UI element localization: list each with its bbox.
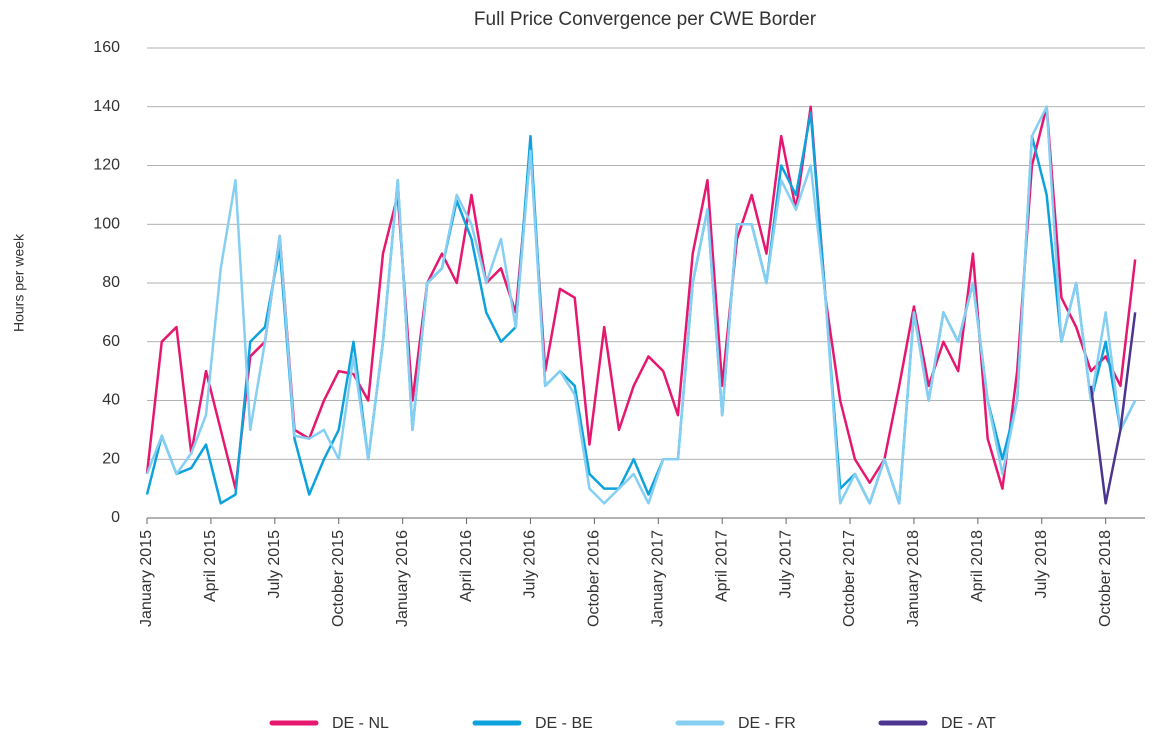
x-tick-label: January 2016 [394,530,411,627]
series-line [1089,312,1137,505]
x-tick-label: October 2018 [1097,530,1114,627]
legend-label: DE - BE [535,715,593,732]
x-tick-label: July 2016 [522,530,539,599]
y-tick-label: 120 [93,157,120,174]
legend-label: DE - FR [738,715,796,732]
series-line [145,111,1137,505]
x-tick-label: October 2017 [841,530,858,627]
legend-label: DE - NL [332,715,389,732]
y-tick-label: 40 [102,392,120,409]
x-tick-label: January 2015 [138,530,155,627]
y-tick-label: 60 [102,333,120,350]
y-tick-label: 0 [111,509,120,526]
y-tick-label: 140 [93,98,120,115]
series-line [145,105,1137,505]
x-tick-label: July 2018 [1033,530,1050,599]
x-tick-label: July 2017 [777,530,794,599]
x-tick-label: January 2017 [650,530,667,627]
x-tick-label: October 2016 [586,530,603,627]
x-tick-label: July 2015 [266,530,283,599]
y-tick-label: 160 [93,39,120,56]
x-tick-label: April 2018 [969,530,986,602]
y-tick-label: 20 [102,450,120,467]
x-tick-label: April 2016 [458,530,475,602]
legend-label: DE - AT [941,715,996,732]
y-axis-label: Hours per week [11,233,27,332]
series-line [145,105,1137,490]
y-tick-label: 80 [102,274,120,291]
x-tick-label: April 2015 [202,530,219,602]
x-tick-label: January 2018 [905,530,922,627]
x-tick-label: October 2015 [330,530,347,627]
y-tick-label: 100 [93,215,120,232]
chart-title: Full Price Convergence per CWE Border [474,9,817,30]
x-tick-label: April 2017 [713,530,730,602]
